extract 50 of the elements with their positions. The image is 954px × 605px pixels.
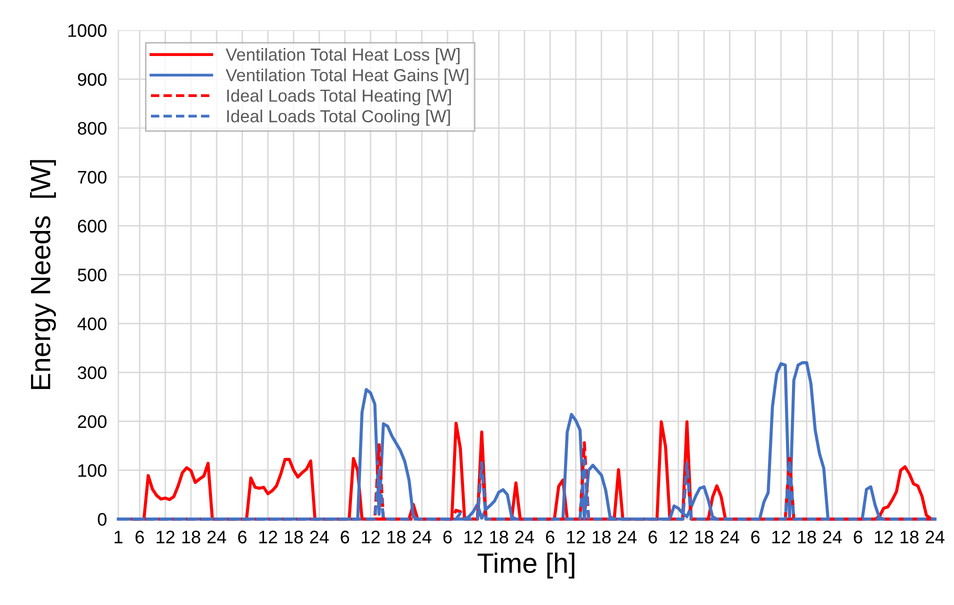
x-tick-label: 12 <box>362 530 380 544</box>
y-tick-label: 900 <box>78 73 106 86</box>
x-tick-label: 1 <box>114 530 122 544</box>
y-tick-label: 200 <box>78 415 106 428</box>
x-tick-label: 18 <box>284 530 303 544</box>
x-tick-label: 6 <box>854 530 862 544</box>
x-tick-label: 12 <box>670 530 688 544</box>
y-tick-label: 500 <box>78 268 106 282</box>
x-tick-label: 24 <box>412 530 432 544</box>
x-tick-label: 12 <box>874 530 893 544</box>
x-tick-label: 12 <box>464 530 482 544</box>
x-tick-label: 6 <box>546 530 554 544</box>
x-tick-label: 6 <box>443 530 452 544</box>
x-tick-label: 24 <box>618 530 637 544</box>
x-tick-label: 18 <box>900 530 919 544</box>
legend-label: Ventilation Total Heat Loss [W] <box>226 48 460 64</box>
y-tick-label: 0 <box>98 513 106 526</box>
x-axis-title: Time [h] <box>478 552 574 578</box>
y-tick-label: 100 <box>78 464 106 477</box>
x-tick-label: 6 <box>751 530 760 544</box>
x-tick-label: 24 <box>208 530 226 544</box>
x-tick-label: 24 <box>926 530 944 544</box>
x-tick-label: 18 <box>388 530 406 544</box>
y-tick-label: 1000 <box>68 24 106 37</box>
legend-label: Ideal Loads Total Heating [W] <box>227 89 451 106</box>
x-tick-label: 6 <box>136 530 144 544</box>
x-tick-label: 24 <box>310 530 329 544</box>
y-tick-label: 400 <box>77 317 106 330</box>
x-tick-label: 24 <box>720 530 740 544</box>
x-tick-label: 6 <box>238 530 247 544</box>
legend-label: Ventilation Total Heat Gains [W] <box>226 68 468 85</box>
y-tick-label: 800 <box>78 122 106 135</box>
y-tick-label: 700 <box>78 170 106 184</box>
legend-label: Ideal Loads Total Cooling [W] <box>227 110 450 126</box>
x-tick-label: 6 <box>648 530 657 544</box>
x-tick-label: 18 <box>490 530 508 544</box>
x-tick-label: 12 <box>156 530 174 544</box>
x-tick-label: 12 <box>259 530 278 544</box>
x-tick-label: 18 <box>592 530 611 544</box>
y-tick-label: 300 <box>78 366 106 380</box>
x-tick-label: 12 <box>772 530 790 544</box>
x-tick-label: 6 <box>340 530 350 544</box>
x-tick-label: 18 <box>695 530 714 544</box>
y-tick-label: 600 <box>78 220 106 233</box>
x-tick-label: 12 <box>567 530 585 544</box>
x-tick-label: 18 <box>182 530 200 544</box>
x-tick-label: 24 <box>823 530 842 544</box>
y-axis-title: Energy Needs [W] <box>30 160 56 389</box>
x-tick-label: 24 <box>515 530 534 544</box>
x-tick-label: 18 <box>798 530 816 544</box>
